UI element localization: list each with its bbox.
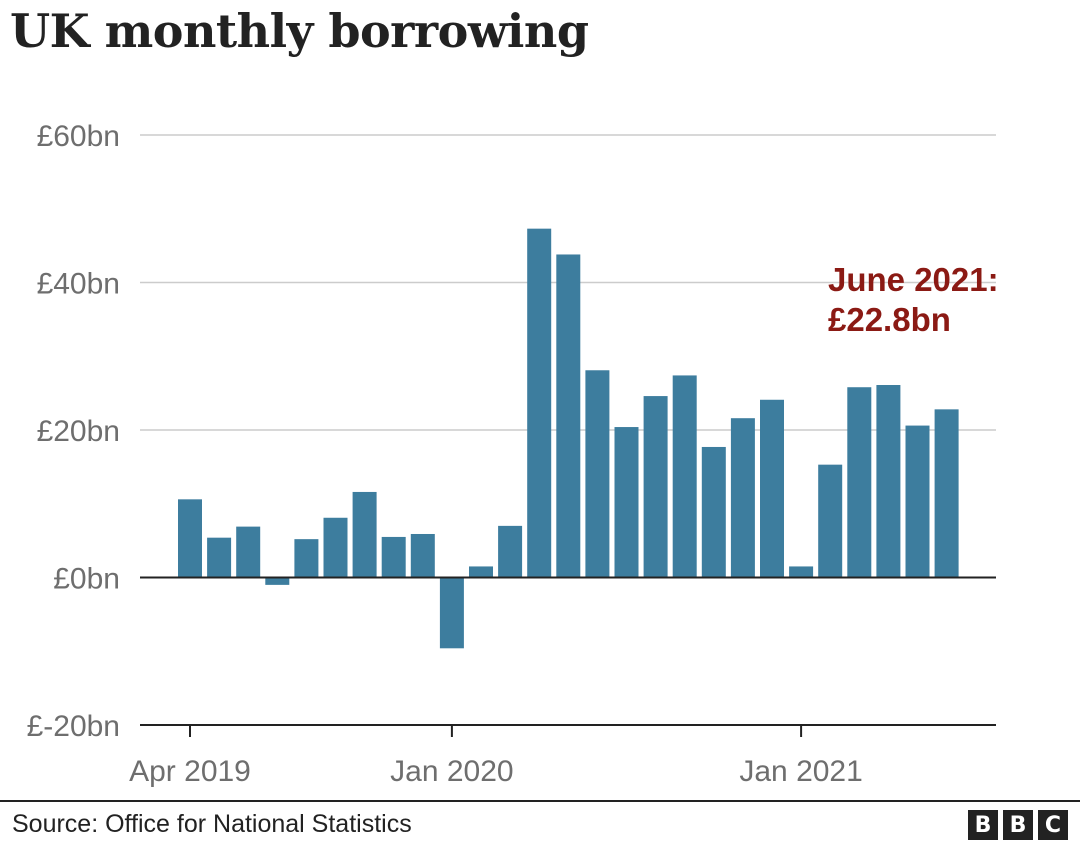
source-note: Source: Office for National Statistics <box>12 810 412 838</box>
y-tick-label: £20bn <box>37 415 120 448</box>
bar <box>760 399 784 578</box>
bar <box>818 464 843 578</box>
y-tick-label: £60bn <box>37 120 120 153</box>
bar-chart: £-20bn £0bn £20bn £40bn £60bn Apr 2019 Jan 20… <box>27 120 999 788</box>
bar <box>643 396 668 578</box>
bar <box>876 385 901 578</box>
bar <box>672 375 697 578</box>
y-tick-label: £0bn <box>53 563 120 596</box>
annotation-line: £22.8bn <box>828 301 951 338</box>
bar <box>207 537 232 578</box>
annotation-line: June 2021: <box>828 261 999 298</box>
bar <box>730 418 755 578</box>
bar <box>905 425 930 578</box>
bbc-logo-letter: C <box>1038 810 1068 840</box>
bar <box>236 526 261 578</box>
bar <box>789 566 814 578</box>
bars <box>178 228 959 649</box>
chart-title: UK monthly borrowing <box>10 4 589 58</box>
bar <box>265 577 290 585</box>
y-tick-label: £-20bn <box>27 710 120 743</box>
bar <box>323 517 348 578</box>
x-axis: Apr 2019 Jan 2020 Jan 2021 <box>129 724 996 788</box>
bar <box>439 577 464 649</box>
bbc-logo-letter: B <box>968 810 998 840</box>
bar <box>847 387 872 578</box>
bar <box>934 409 959 578</box>
bar <box>585 370 610 578</box>
annotation: June 2021:£22.8bn <box>828 261 999 338</box>
bbc-logo: B B C <box>968 810 1068 840</box>
bar <box>469 566 493 578</box>
bar <box>381 536 406 578</box>
bar <box>701 446 726 578</box>
bar <box>410 533 435 578</box>
bar <box>527 228 552 578</box>
bar <box>352 491 377 578</box>
bar <box>294 539 319 578</box>
bar <box>178 499 202 578</box>
bar <box>556 254 581 578</box>
source-divider <box>0 800 1080 802</box>
bbc-logo-letter: B <box>1003 810 1033 840</box>
x-tick-label: Jan 2020 <box>390 755 513 788</box>
bar <box>498 525 523 578</box>
x-tick-label: Apr 2019 <box>129 755 251 788</box>
bar <box>614 427 639 578</box>
y-tick-label: £40bn <box>37 268 120 301</box>
y-axis-tick-labels: £-20bn £0bn £20bn £40bn £60bn <box>27 120 120 743</box>
x-tick-label: Jan 2021 <box>739 755 862 788</box>
